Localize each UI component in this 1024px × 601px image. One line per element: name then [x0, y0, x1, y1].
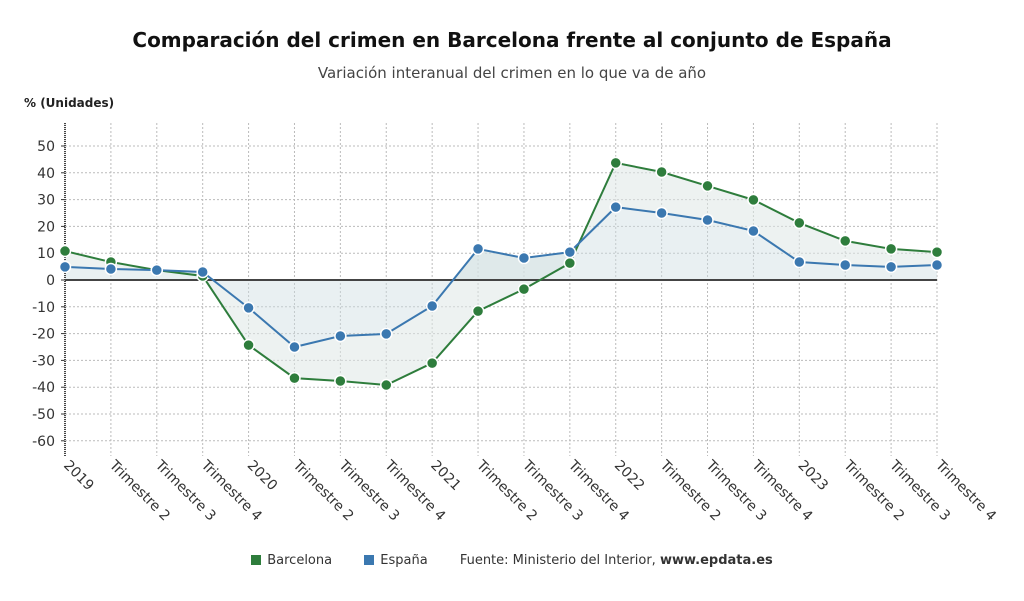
- y-tick-label: -30: [32, 353, 55, 369]
- data-point-barcelona: [288, 371, 301, 385]
- legend-swatch: [364, 555, 375, 565]
- data-point-espana: [104, 262, 118, 276]
- data-point-barcelona: [242, 338, 255, 352]
- x-tick-label: 2022: [611, 458, 648, 495]
- data-point-espana: [747, 224, 760, 238]
- espana-area: [65, 207, 937, 347]
- x-tick-label: 2020: [244, 458, 281, 495]
- y-tick-label: 40: [37, 166, 55, 182]
- series-line-espana: [64, 206, 938, 349]
- data-point-barcelona: [609, 156, 622, 170]
- data-point-espana: [517, 251, 531, 265]
- data-point-barcelona: [747, 193, 760, 207]
- y-tick-label: 50: [37, 139, 55, 155]
- y-tick-label: 0: [46, 273, 55, 289]
- x-tick-label: 2019: [60, 458, 97, 495]
- source-link[interactable]: www.epdata.es: [659, 553, 773, 568]
- y-axis-label: % (Unidades): [24, 96, 115, 110]
- data-point-barcelona: [425, 356, 439, 370]
- x-tick-label: 2021: [427, 458, 464, 495]
- data-point-barcelona: [380, 378, 393, 392]
- legend: Barcelona España Fuente: Ministerio del …: [0, 553, 1024, 568]
- data-point-espana: [701, 213, 714, 227]
- data-point-barcelona: [517, 282, 531, 296]
- y-tick-label: 10: [37, 246, 55, 262]
- data-point-espana: [884, 260, 898, 274]
- data-point-barcelona: [563, 256, 577, 270]
- legend-label: España: [380, 553, 428, 568]
- chart-title: Comparación del crimen en Barcelona fren…: [132, 28, 892, 52]
- data-point-espana: [58, 260, 72, 274]
- data-point-espana: [196, 265, 209, 279]
- legend-item-barcelona[interactable]: Barcelona: [251, 553, 332, 568]
- series-gap-area: [65, 162, 937, 386]
- data-point-espana: [425, 299, 439, 313]
- data-point-espana: [242, 301, 255, 315]
- y-tick-label: -10: [32, 300, 55, 316]
- source-note: Fuente: Ministerio del Interior, www.epd…: [460, 553, 773, 568]
- y-tick-label: -50: [32, 407, 55, 423]
- data-point-espana: [380, 327, 393, 341]
- data-point-espana: [930, 258, 944, 272]
- data-point-barcelona: [701, 179, 714, 193]
- y-tick-label: -20: [32, 327, 55, 343]
- data-point-barcelona: [793, 216, 806, 230]
- y-tick-label: -60: [32, 434, 55, 450]
- chart-subtitle: Variación interanual del crimen en lo qu…: [317, 64, 707, 82]
- y-tick-label: 20: [37, 219, 55, 235]
- data-point-espana: [838, 258, 852, 272]
- data-point-barcelona: [334, 374, 347, 388]
- y-tick-label: 30: [37, 193, 55, 209]
- data-point-espana: [563, 245, 577, 259]
- legend-item-espana[interactable]: España: [364, 553, 428, 568]
- data-point-barcelona: [58, 244, 72, 258]
- y-tick-label: -40: [32, 380, 55, 396]
- data-point-espana: [150, 263, 164, 277]
- data-point-espana: [288, 340, 301, 354]
- data-point-espana: [793, 255, 806, 269]
- x-tick-label: 2023: [794, 458, 831, 495]
- series-line-barcelona: [64, 161, 938, 387]
- legend-label: Barcelona: [267, 553, 333, 568]
- data-point-barcelona: [838, 234, 852, 248]
- source-label: Fuente: Ministerio del Interior,: [459, 553, 660, 568]
- data-point-barcelona: [884, 242, 898, 256]
- legend-swatch: [251, 555, 262, 565]
- data-point-espana: [609, 200, 622, 214]
- data-point-barcelona: [471, 304, 485, 318]
- data-point-barcelona: [930, 245, 944, 259]
- data-point-espana: [471, 242, 485, 256]
- data-point-espana: [655, 206, 668, 220]
- data-point-barcelona: [655, 165, 668, 179]
- data-point-espana: [334, 329, 347, 343]
